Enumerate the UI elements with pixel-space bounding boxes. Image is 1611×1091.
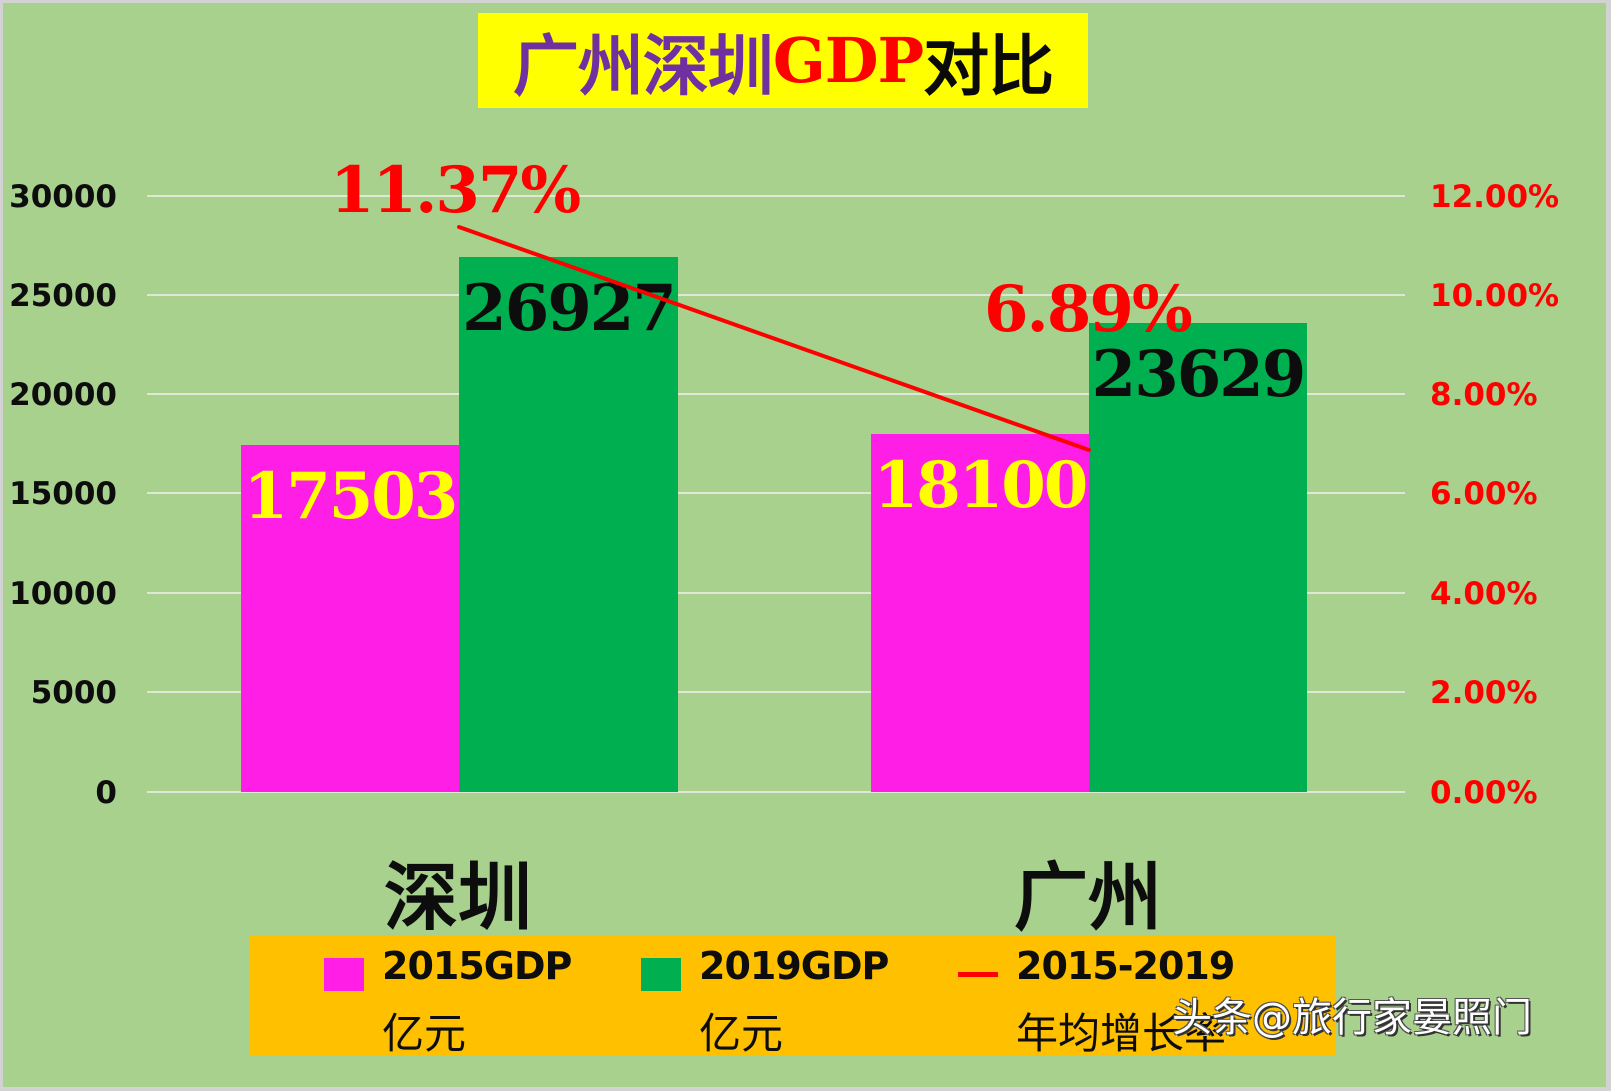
y-tick: 10000 [9, 576, 117, 612]
gridline [147, 393, 1405, 395]
bar-guangzhou-2019: 23629 [1089, 323, 1307, 792]
bar-value-label: 26927 [462, 271, 677, 346]
gridline [147, 691, 1405, 693]
bar-guangzhou-2015: 18100 [871, 434, 1089, 792]
legend: 2015GDP 亿元 2019GDP 亿元 2015-2019 年均增长率 [250, 936, 1335, 1058]
legend-label: 2019GDP [699, 944, 889, 988]
legend-label: 2015GDP [382, 944, 572, 988]
gridline [147, 492, 1405, 494]
y2-tick: 6.00% [1430, 476, 1538, 512]
gridline [147, 294, 1405, 296]
legend-swatch-green [641, 958, 681, 991]
rate-label-shenzhen: 11.37% [330, 153, 581, 228]
legend-unit: 亿元 [699, 1009, 784, 1058]
y-tick: 0 [95, 775, 117, 811]
category-label-guangzhou: 广州 [1014, 855, 1162, 941]
watermark: 头条@旅行家晏照门 [1172, 995, 1532, 1041]
category-label-shenzhen: 深圳 [384, 855, 532, 941]
y-tick: 20000 [9, 377, 117, 413]
legend-unit: 亿元 [382, 1009, 467, 1058]
y2-tick: 2.00% [1430, 675, 1538, 711]
gridline-baseline [147, 791, 1405, 793]
legend-unit: 年均增长率 [1016, 1009, 1227, 1058]
y2-tick: 4.00% [1430, 576, 1538, 612]
y2-tick: 0.00% [1430, 775, 1538, 811]
bar-value-label: 17503 [243, 459, 459, 534]
legend-label: 2015-2019 [1016, 944, 1235, 988]
y2-tick: 12.00% [1430, 179, 1560, 215]
gridline [147, 195, 1405, 197]
y2-tick: 10.00% [1430, 278, 1560, 314]
legend-swatch-magenta [324, 958, 364, 991]
chart-title: 广州深圳 GDP 对比 [478, 13, 1088, 108]
bar-shenzhen-2019: 26927 [459, 257, 678, 792]
gridline [147, 592, 1405, 594]
y-tick: 15000 [9, 476, 117, 512]
legend-line-red [958, 972, 998, 977]
title-cities: 广州深圳 [512, 27, 774, 105]
y-tick: 25000 [9, 278, 117, 314]
title-compare: 对比 [923, 27, 1054, 105]
bar-shenzhen-2015: 17503 [241, 445, 459, 792]
bar-value-label: 18100 [873, 448, 1089, 523]
y-tick: 5000 [30, 675, 117, 711]
title-gdp: GDP [772, 24, 924, 97]
y2-tick: 8.00% [1430, 377, 1538, 413]
y-tick: 30000 [9, 179, 117, 215]
rate-label-guangzhou: 6.89% [984, 272, 1193, 347]
bar-value-label: 23629 [1091, 337, 1307, 412]
